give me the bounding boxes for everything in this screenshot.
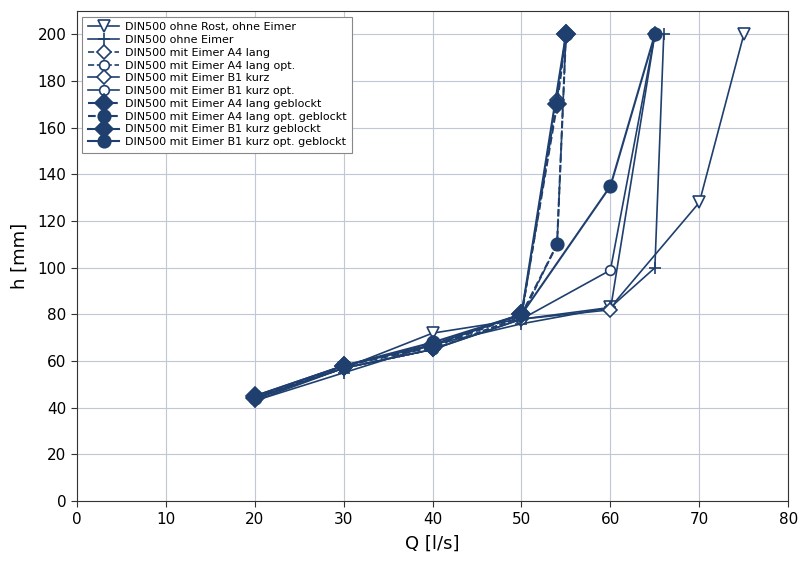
DIN500 mit Eimer B1 kurz geblockt bbox=[250, 393, 260, 399]
DIN500 mit Eimer B1 kurz opt. bbox=[650, 31, 659, 38]
DIN500 mit Eimer A4 lang geblockt bbox=[428, 343, 438, 350]
DIN500 mit Eimer A4 lang bbox=[517, 314, 527, 320]
Line: DIN500 mit Eimer A4 lang opt.: DIN500 mit Eimer A4 lang opt. bbox=[250, 29, 571, 403]
DIN500 ohne Eimer bbox=[659, 31, 668, 38]
DIN500 ohne Eimer bbox=[250, 398, 260, 404]
DIN500 mit Eimer A4 lang opt. bbox=[339, 365, 349, 372]
DIN500 mit Eimer A4 lang geblockt bbox=[553, 101, 562, 108]
DIN500 mit Eimer B1 kurz opt. geblockt bbox=[650, 31, 659, 38]
Line: DIN500 ohne Eimer: DIN500 ohne Eimer bbox=[249, 29, 669, 406]
DIN500 mit Eimer A4 lang opt. bbox=[553, 241, 562, 248]
DIN500 mit Eimer A4 lang opt. bbox=[561, 31, 571, 38]
DIN500 mit Eimer A4 lang opt. geblockt bbox=[517, 311, 527, 318]
DIN500 mit Eimer B1 kurz bbox=[650, 31, 659, 38]
DIN500 mit Eimer A4 lang bbox=[561, 31, 571, 38]
DIN500 mit Eimer A4 lang opt. geblockt bbox=[561, 31, 571, 38]
DIN500 mit Eimer A4 lang geblockt bbox=[517, 311, 527, 318]
DIN500 mit Eimer B1 kurz opt. geblockt bbox=[250, 393, 260, 399]
DIN500 mit Eimer A4 lang bbox=[250, 395, 260, 402]
DIN500 mit Eimer A4 lang opt. geblockt bbox=[428, 341, 438, 348]
DIN500 ohne Rost, ohne Eimer bbox=[428, 330, 438, 337]
DIN500 mit Eimer B1 kurz geblockt bbox=[339, 363, 349, 369]
DIN500 mit Eimer B1 kurz bbox=[517, 316, 527, 323]
DIN500 ohne Rost, ohne Eimer bbox=[739, 31, 748, 38]
DIN500 mit Eimer B1 kurz opt. bbox=[339, 365, 349, 372]
DIN500 ohne Eimer bbox=[517, 320, 527, 327]
Line: DIN500 ohne Rost, ohne Eimer: DIN500 ohne Rost, ohne Eimer bbox=[249, 29, 749, 406]
Line: DIN500 mit Eimer A4 lang: DIN500 mit Eimer A4 lang bbox=[250, 29, 571, 403]
DIN500 mit Eimer B1 kurz opt. bbox=[606, 267, 616, 274]
DIN500 mit Eimer A4 lang bbox=[553, 96, 562, 103]
DIN500 mit Eimer A4 lang geblockt bbox=[561, 31, 571, 38]
X-axis label: Q [l/s]: Q [l/s] bbox=[405, 535, 460, 553]
DIN500 mit Eimer B1 kurz bbox=[606, 306, 616, 313]
DIN500 mit Eimer B1 kurz opt. bbox=[517, 316, 527, 323]
DIN500 mit Eimer B1 kurz opt. geblockt bbox=[339, 363, 349, 369]
DIN500 mit Eimer A4 lang geblockt bbox=[250, 395, 260, 402]
DIN500 mit Eimer B1 kurz opt. geblockt bbox=[606, 183, 616, 190]
DIN500 mit Eimer B1 kurz geblockt bbox=[561, 31, 571, 38]
DIN500 mit Eimer B1 kurz geblockt bbox=[517, 311, 527, 318]
DIN500 ohne Rost, ohne Eimer bbox=[517, 316, 527, 323]
DIN500 mit Eimer B1 kurz opt. bbox=[428, 346, 438, 353]
DIN500 ohne Eimer bbox=[650, 265, 659, 271]
DIN500 mit Eimer A4 lang opt. geblockt bbox=[339, 363, 349, 369]
DIN500 mit Eimer A4 lang opt. geblockt bbox=[553, 241, 562, 248]
DIN500 mit Eimer A4 lang opt. bbox=[250, 395, 260, 402]
DIN500 mit Eimer B1 kurz bbox=[428, 346, 438, 353]
DIN500 mit Eimer B1 kurz bbox=[339, 365, 349, 372]
DIN500 mit Eimer A4 lang opt. geblockt bbox=[250, 395, 260, 402]
DIN500 ohne Rost, ohne Eimer bbox=[250, 398, 260, 404]
Legend: DIN500 ohne Rost, ohne Eimer, DIN500 ohne Eimer, DIN500 mit Eimer A4 lang, DIN50: DIN500 ohne Rost, ohne Eimer, DIN500 ohn… bbox=[83, 17, 352, 153]
Line: DIN500 mit Eimer A4 lang opt. geblockt: DIN500 mit Eimer A4 lang opt. geblockt bbox=[248, 28, 572, 405]
DIN500 mit Eimer B1 kurz geblockt bbox=[428, 341, 438, 348]
DIN500 mit Eimer A4 lang bbox=[428, 346, 438, 353]
DIN500 ohne Eimer bbox=[428, 341, 438, 348]
DIN500 mit Eimer A4 lang bbox=[339, 365, 349, 372]
DIN500 mit Eimer A4 lang opt. bbox=[428, 346, 438, 353]
DIN500 mit Eimer B1 kurz opt. geblockt bbox=[517, 311, 527, 318]
DIN500 mit Eimer A4 lang opt. bbox=[517, 314, 527, 320]
DIN500 ohne Rost, ohne Eimer bbox=[339, 365, 349, 372]
DIN500 ohne Eimer bbox=[339, 369, 349, 376]
DIN500 mit Eimer B1 kurz opt. bbox=[250, 395, 260, 402]
DIN500 ohne Rost, ohne Eimer bbox=[606, 304, 616, 311]
DIN500 ohne Eimer bbox=[606, 304, 616, 311]
Line: DIN500 mit Eimer B1 kurz opt. geblockt: DIN500 mit Eimer B1 kurz opt. geblockt bbox=[248, 28, 661, 402]
DIN500 mit Eimer B1 kurz opt. geblockt bbox=[428, 339, 438, 346]
DIN500 mit Eimer A4 lang geblockt bbox=[339, 363, 349, 369]
Line: DIN500 mit Eimer B1 kurz geblockt: DIN500 mit Eimer B1 kurz geblockt bbox=[248, 28, 572, 402]
DIN500 ohne Rost, ohne Eimer bbox=[694, 199, 704, 206]
DIN500 mit Eimer B1 kurz bbox=[250, 395, 260, 402]
Y-axis label: h [mm]: h [mm] bbox=[11, 223, 29, 289]
Line: DIN500 mit Eimer A4 lang geblockt: DIN500 mit Eimer A4 lang geblockt bbox=[248, 28, 572, 405]
Line: DIN500 mit Eimer B1 kurz: DIN500 mit Eimer B1 kurz bbox=[250, 29, 659, 403]
Line: DIN500 mit Eimer B1 kurz opt.: DIN500 mit Eimer B1 kurz opt. bbox=[250, 29, 659, 403]
